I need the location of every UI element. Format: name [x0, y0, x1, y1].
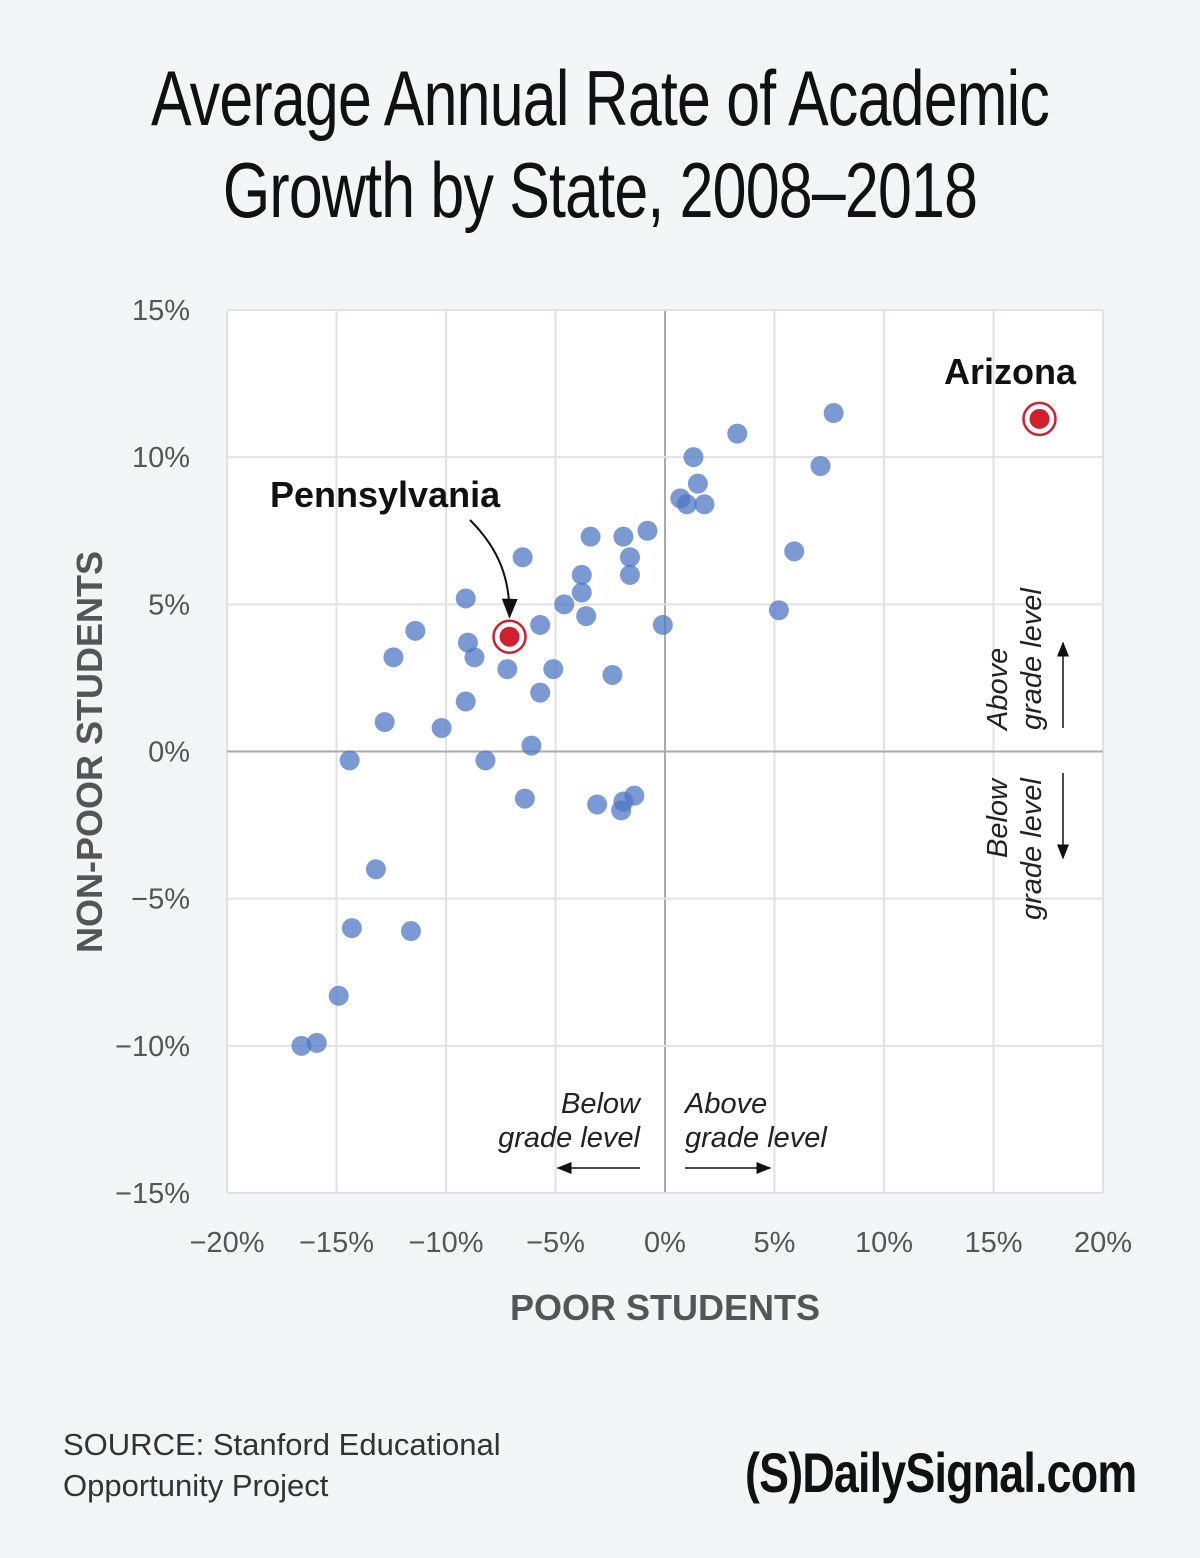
data-point	[652, 614, 673, 635]
data-point	[455, 691, 476, 712]
data-point	[810, 455, 831, 476]
y-tick-label: 15%	[132, 295, 190, 327]
data-point	[727, 423, 748, 444]
data-point	[687, 473, 708, 494]
pennsylvania-arrow	[469, 519, 518, 619]
data-point	[554, 594, 575, 615]
data-point	[613, 526, 634, 547]
x-tick-label: −5%	[526, 1227, 585, 1259]
data-point	[374, 712, 395, 733]
x-below-label-1: Below	[561, 1088, 642, 1120]
y-below-label-1: Below	[982, 777, 1014, 858]
data-point	[619, 564, 640, 585]
data-point	[405, 620, 426, 641]
data-point	[530, 614, 551, 635]
data-point	[676, 494, 697, 515]
data-point	[328, 985, 349, 1006]
data-point	[683, 447, 704, 468]
data-point	[521, 735, 542, 756]
data-point	[823, 403, 844, 424]
highlight-point	[499, 626, 520, 647]
data-point	[611, 800, 632, 821]
data-point	[580, 526, 601, 547]
data-point	[587, 794, 608, 815]
y-tick-label: −10%	[115, 1031, 190, 1063]
data-point	[694, 494, 715, 515]
data-point	[291, 1035, 312, 1056]
y-above-label-1: Above	[982, 648, 1014, 732]
data-point	[543, 659, 564, 680]
daily-signal-logo: (S)DailySignal.com	[745, 1441, 1137, 1504]
data-point	[464, 647, 485, 668]
source-note: SOURCE: Stanford Educational Opportunity…	[63, 1424, 501, 1506]
data-point	[571, 582, 592, 603]
data-point	[637, 520, 658, 541]
data-point	[514, 788, 535, 809]
data-point	[341, 918, 362, 939]
data-point	[431, 717, 452, 738]
y-tick-label: 5%	[148, 589, 190, 621]
data-point	[339, 750, 360, 771]
data-point	[602, 664, 623, 685]
x-tick-label: 20%	[1074, 1227, 1132, 1259]
x-tick-label: 0%	[644, 1227, 686, 1259]
x-above-label-1: Above	[683, 1088, 767, 1120]
highlight-point	[1029, 408, 1050, 429]
y-tick-label: −5%	[131, 884, 190, 916]
data-point	[475, 750, 496, 771]
data-point	[365, 859, 386, 880]
x-tick-label: 15%	[964, 1227, 1022, 1259]
data-point	[497, 659, 518, 680]
data-point	[383, 647, 404, 668]
data-point	[306, 1032, 327, 1053]
x-tick-label: 10%	[855, 1227, 913, 1259]
data-point	[619, 547, 640, 568]
x-tick-label: 5%	[754, 1227, 796, 1259]
data-point	[400, 921, 421, 942]
data-point	[768, 600, 789, 621]
data-point	[576, 606, 597, 627]
highlight-label-pennsylvania: Pennsylvania	[270, 474, 501, 515]
x-tick-label: −10%	[409, 1227, 484, 1259]
y-below-label-2: grade level	[1016, 777, 1048, 920]
y-tick-label: 10%	[132, 442, 190, 474]
y-above-label-2: grade level	[1016, 587, 1048, 730]
data-point	[784, 541, 805, 562]
highlight-label-arizona: Arizona	[944, 351, 1077, 392]
x-below-label-2: grade level	[498, 1122, 641, 1154]
data-point	[571, 564, 592, 585]
data-point	[455, 588, 476, 609]
chart-title: Average Annual Rate of Academic Growth b…	[150, 54, 1050, 234]
y-tick-label: 0%	[148, 737, 190, 769]
y-axis-label: NON-POOR STUDENTS	[69, 551, 110, 953]
x-axis-label: POOR STUDENTS	[510, 1287, 820, 1328]
x-above-label-2: grade level	[685, 1122, 828, 1154]
x-tick-label: −20%	[190, 1227, 265, 1259]
source-line-1: SOURCE: Stanford Educational	[63, 1427, 501, 1462]
data-point	[530, 682, 551, 703]
y-tick-label: −15%	[115, 1178, 190, 1210]
x-tick-label: −15%	[299, 1227, 374, 1259]
data-point	[512, 547, 533, 568]
source-line-2: Opportunity Project	[63, 1468, 329, 1503]
